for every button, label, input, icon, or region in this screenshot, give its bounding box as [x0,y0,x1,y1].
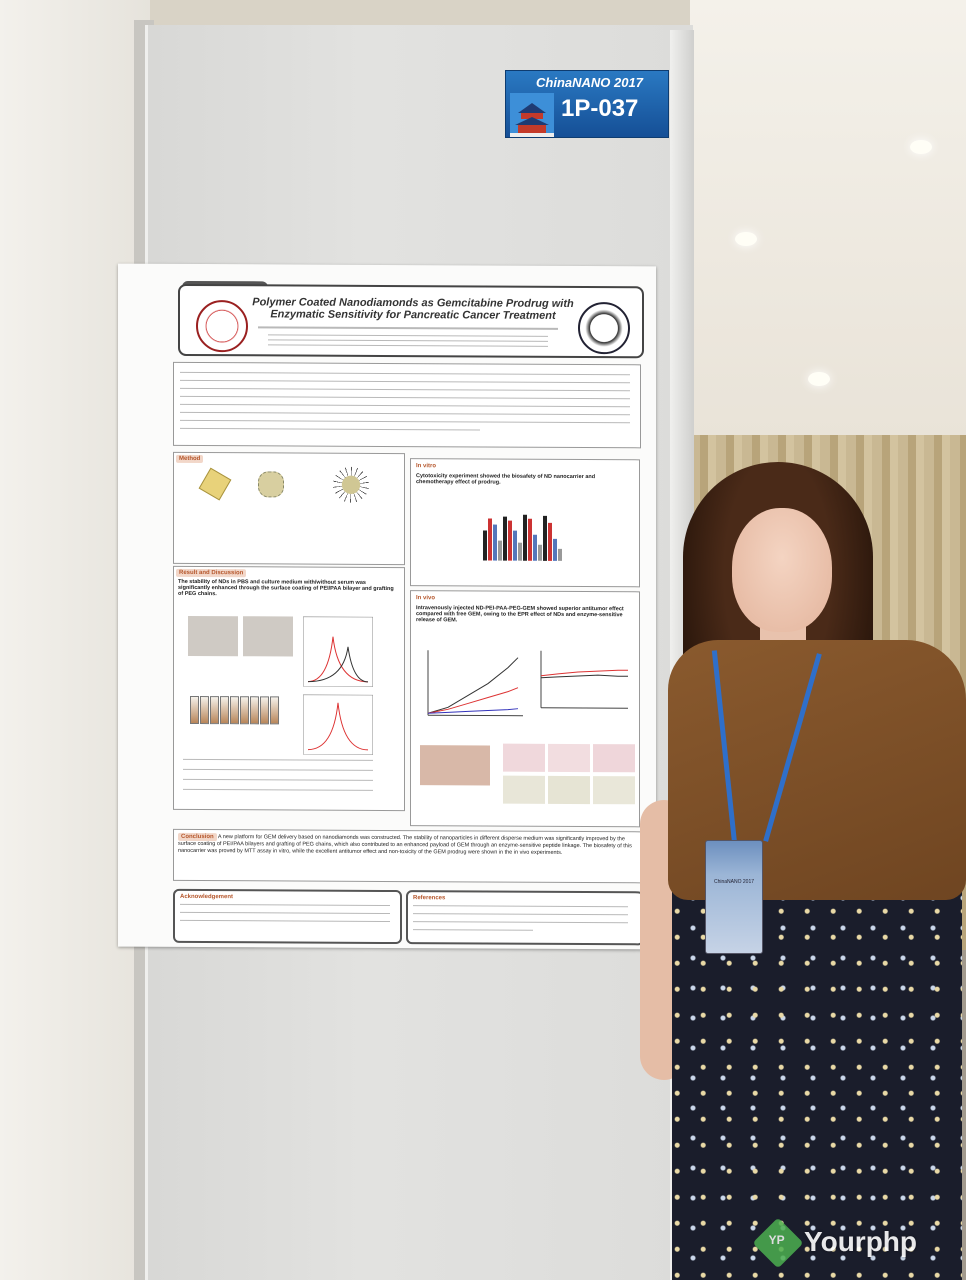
histology-image [593,776,635,805]
tumor-volume-chart [418,645,528,726]
in-vitro-text: Cytotoxicity experiment showed the biosa… [416,473,596,486]
ceiling-light [910,140,932,154]
sample-tube [240,696,249,725]
sample-tube [260,696,269,725]
person-face [732,508,832,632]
poster-code: 1P-037 [561,95,639,122]
references-heading: References [413,895,446,902]
watermark-text: Yourphp [804,1226,918,1257]
temple-icon [510,93,554,137]
tumor-photo [420,745,490,786]
sample-tube [220,696,229,725]
histology-image [548,743,590,773]
sample-tube [250,696,259,725]
ceiling-light [735,232,757,246]
tem-image [188,615,238,657]
acknowledgement-heading: Acknowledgement [180,893,234,901]
ceiling [690,0,966,440]
nanodiamond-prodrug-shape [333,466,369,503]
results-section [173,565,405,812]
ceiling-light [808,372,830,386]
university-logo-right [578,302,630,355]
sample-tube [210,696,219,725]
in-vitro-heading: In vitro [416,463,437,470]
results-text: The stability of NDs in PBS and culture … [178,578,394,598]
conference-badge: ChinaNANO 2017 1P-037 [505,70,669,138]
histology-image [593,744,635,773]
sample-tube [270,696,279,725]
nanodiamond-coated-shape [258,471,284,498]
conference-name: ChinaNANO 2017 [536,75,643,90]
methods-section [173,451,405,566]
university-logo-left [196,299,248,353]
histology-image [548,775,590,805]
conclusion-body: A new platform for GEM delivery based on… [178,834,632,856]
conclusion-text: Conclusion A new platform for GEM delive… [178,832,633,857]
conclusion-heading: Conclusion [178,832,217,842]
tem-image [243,616,293,657]
badge-conference: ChinaNANO 2017 [713,879,755,885]
methods-heading: Method [176,454,204,464]
sample-tube [230,696,239,725]
dls-chart [303,616,373,687]
name-badge: ChinaNANO 2017 [705,840,763,954]
body-weight-chart [533,645,633,717]
sample-tube [200,696,209,725]
research-poster: ChinaNano 2017 Polymer Coated Nanodiamon… [118,263,656,950]
sample-tube [190,695,199,725]
results-heading: Result and Discussion [176,568,247,578]
histology-image [503,775,545,804]
in-vitro-bar-chart [483,511,562,561]
poster-title: Polymer Coated Nanodiamonds as Gemcitabi… [252,296,574,322]
histology-image [503,743,545,772]
in-vivo-text: Intravenously injected ND-PEI-PAA-PEG-GE… [416,605,624,624]
size-distribution-chart [303,694,373,755]
in-vivo-heading: In vivo [416,595,436,602]
